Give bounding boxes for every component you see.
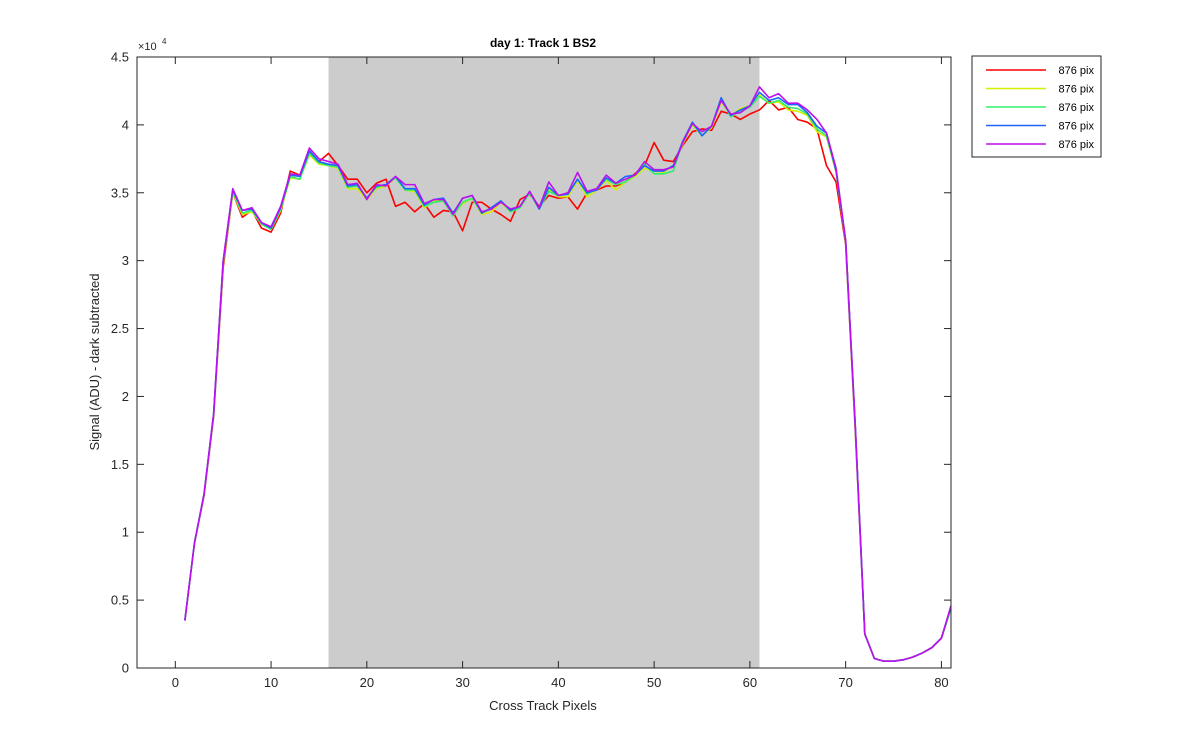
x-tick-label: 80 bbox=[934, 675, 948, 690]
x-tick-label: 30 bbox=[455, 675, 469, 690]
y-tick-label: 0.5 bbox=[111, 593, 129, 608]
x-tick-label: 0 bbox=[172, 675, 179, 690]
legend-label: 876 pix bbox=[1059, 102, 1095, 114]
chart-title: day 1: Track 1 BS2 bbox=[490, 36, 596, 50]
series-group bbox=[184, 86, 951, 663]
y-tick-label: 2.5 bbox=[111, 321, 129, 336]
series-line-5 bbox=[184, 86, 951, 663]
x-tick-label: 20 bbox=[360, 675, 374, 690]
y-tick-label: 1.5 bbox=[111, 457, 129, 472]
y-tick-label: 1 bbox=[122, 525, 129, 540]
x-axis-label: Cross Track Pixels bbox=[489, 698, 597, 713]
legend-item: 876 pix bbox=[986, 121, 1094, 133]
x-tick-label: 10 bbox=[264, 675, 278, 690]
y-tick-label: 3 bbox=[122, 253, 129, 268]
y-tick-label: 0 bbox=[122, 661, 129, 676]
y-exponent: ×10 4 bbox=[138, 37, 167, 53]
x-tick-label: 40 bbox=[551, 675, 565, 690]
x-tick-label: 70 bbox=[838, 675, 852, 690]
x-tick-label: 50 bbox=[647, 675, 661, 690]
plot-area: 0 10 20 30 40 50 60 70 80 0 0.5 1 1.5 2 2.5 3 3.5 4 4.5 bbox=[111, 50, 952, 690]
y-tick-label: 4.5 bbox=[111, 50, 129, 65]
shaded-region bbox=[328, 57, 760, 668]
y-exponent-power: 4 bbox=[162, 37, 167, 46]
y-axis-label: Signal (ADU) - dark subtracted bbox=[87, 273, 102, 450]
legend-item: 876 pix bbox=[986, 65, 1094, 77]
y-axis: 0 0.5 1 1.5 2 2.5 3 3.5 4 4.5 bbox=[111, 50, 951, 676]
x-axis: 0 10 20 30 40 50 60 70 80 bbox=[172, 57, 949, 690]
legend: 876 pix 876 pix 876 pix 876 pix 876 pix bbox=[971, 55, 1102, 158]
axes-box bbox=[136, 56, 952, 669]
series-line-4 bbox=[184, 91, 951, 663]
legend-item: 876 pix bbox=[986, 102, 1094, 114]
y-exponent-prefix: ×10 bbox=[138, 41, 157, 53]
legend-label: 876 pix bbox=[1059, 139, 1095, 151]
legend-item: 876 pix bbox=[986, 139, 1094, 151]
legend-label: 876 pix bbox=[1059, 121, 1095, 133]
y-tick-label: 3.5 bbox=[111, 185, 129, 200]
y-tick-label: 2 bbox=[122, 389, 129, 404]
y-tick-label: 4 bbox=[122, 117, 129, 132]
series-line-2 bbox=[184, 94, 951, 663]
legend-label: 876 pix bbox=[1059, 65, 1095, 77]
legend-label: 876 pix bbox=[1059, 84, 1095, 96]
x-tick-label: 60 bbox=[743, 675, 757, 690]
legend-item: 876 pix bbox=[986, 84, 1094, 96]
legend-entries: 876 pix 876 pix 876 pix 876 pix 876 pix bbox=[986, 65, 1094, 151]
